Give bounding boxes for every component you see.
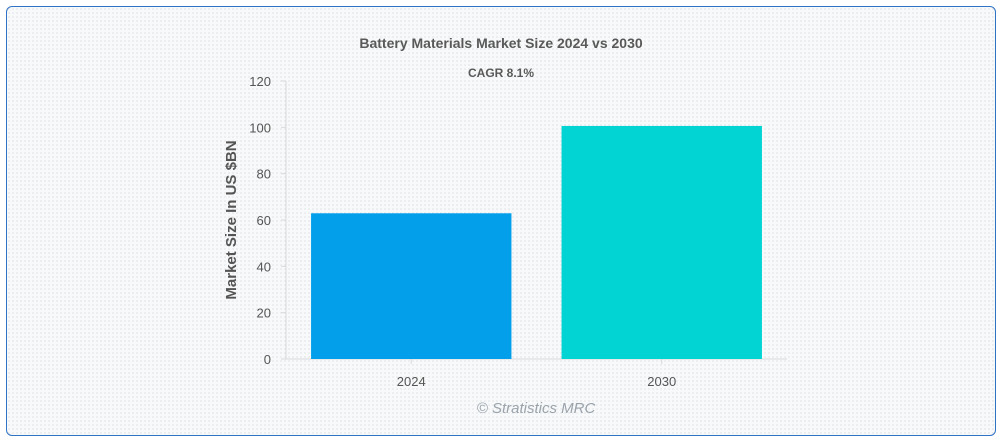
x-tick-label: 2030	[647, 374, 676, 389]
y-tick-label: 60	[257, 213, 271, 228]
y-tick-label: 100	[249, 120, 271, 135]
x-tick-label: 2024	[397, 374, 426, 389]
y-tick-label: 0	[264, 352, 271, 367]
chart-subtitle: CAGR 8.1%	[468, 66, 534, 80]
plot-area: 0 20 40 60 80 100 120 2024 2030	[249, 74, 787, 389]
bar-2024	[311, 213, 512, 359]
y-tick-label: 40	[257, 259, 271, 274]
y-axis-label: Market Size In US $BN	[223, 140, 240, 299]
y-tick-label: 120	[249, 74, 271, 89]
bar-2030	[561, 125, 762, 360]
chart-title: Battery Materials Market Size 2024 vs 20…	[359, 35, 642, 51]
y-tick-label: 20	[257, 306, 271, 321]
y-tick-label: 80	[257, 167, 271, 182]
watermark: © Stratistics MRC	[477, 400, 596, 417]
